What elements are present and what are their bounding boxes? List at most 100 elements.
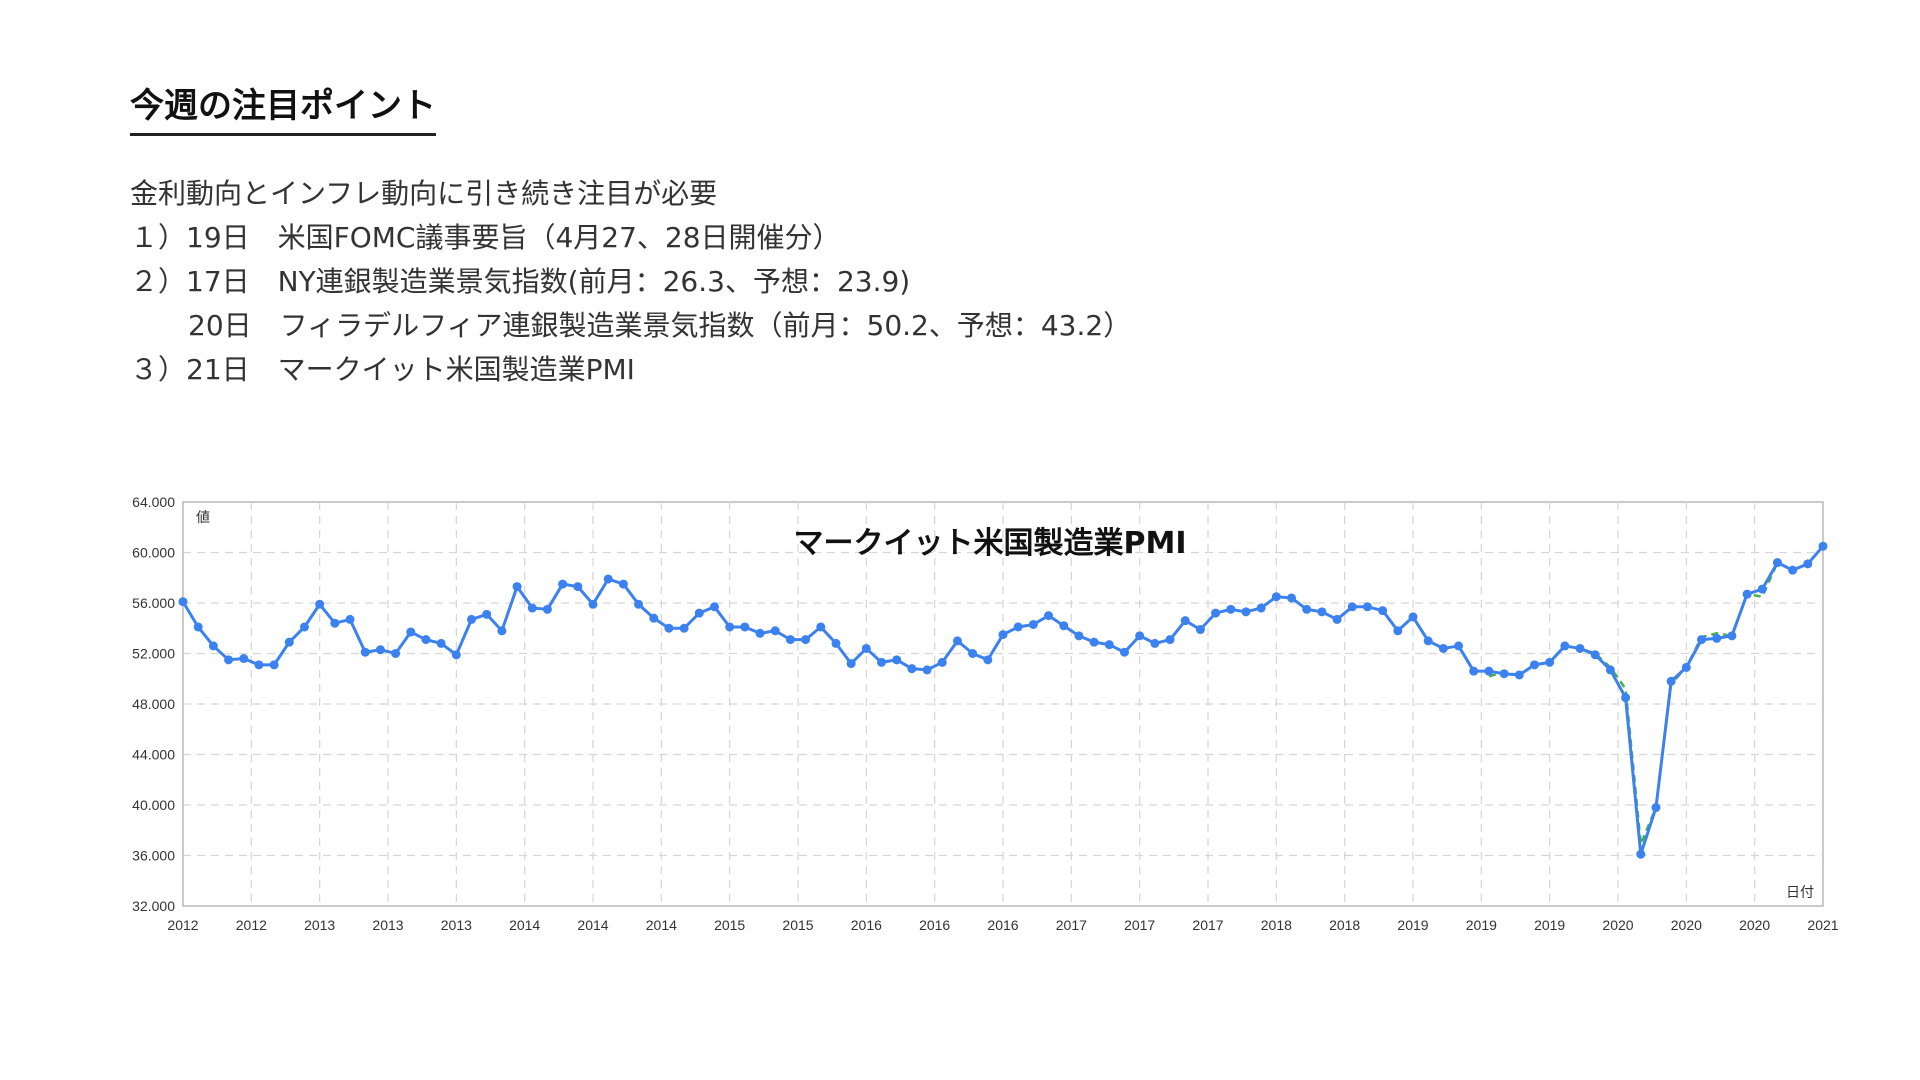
data-point bbox=[1712, 633, 1722, 643]
data-point bbox=[1742, 589, 1752, 599]
data-point bbox=[649, 613, 659, 623]
point-2b: 20日 フィラデルフィア連銀製造業景気指数（前月：50.2、予想：43.2） bbox=[188, 309, 1132, 342]
x-tick-label: 2021 bbox=[1807, 917, 1838, 933]
x-tick-label: 2019 bbox=[1397, 917, 1428, 933]
data-point bbox=[1059, 621, 1069, 631]
data-point bbox=[634, 599, 644, 609]
data-point bbox=[1089, 637, 1099, 647]
y-axis-label: 値 bbox=[196, 510, 210, 526]
data-point bbox=[740, 622, 750, 632]
intro-line: 金利動向とインフレ動向に引き続き注目が必要 bbox=[130, 177, 718, 210]
data-point bbox=[785, 635, 795, 645]
y-tick-label: 44.000 bbox=[132, 747, 175, 763]
data-point bbox=[1044, 611, 1054, 621]
data-point bbox=[816, 622, 826, 632]
data-point bbox=[998, 630, 1008, 640]
data-point bbox=[1347, 602, 1357, 612]
x-tick-label: 2012 bbox=[236, 917, 267, 933]
data-point bbox=[1211, 608, 1221, 618]
x-tick-label: 2016 bbox=[987, 917, 1018, 933]
x-tick-label: 2017 bbox=[1124, 917, 1155, 933]
data-point bbox=[907, 664, 917, 674]
x-tick-label: 2020 bbox=[1602, 917, 1633, 933]
data-point bbox=[1651, 803, 1661, 813]
data-point bbox=[208, 641, 218, 651]
data-point bbox=[467, 614, 477, 624]
x-tick-label: 2012 bbox=[167, 917, 198, 933]
x-tick-label: 2018 bbox=[1261, 917, 1292, 933]
data-point bbox=[1575, 643, 1585, 653]
data-point bbox=[1757, 584, 1767, 594]
data-point bbox=[558, 579, 568, 589]
data-point bbox=[937, 657, 947, 667]
data-point bbox=[1529, 660, 1539, 670]
data-point bbox=[239, 654, 249, 664]
data-point bbox=[968, 649, 978, 658]
data-point bbox=[512, 582, 522, 592]
data-point bbox=[1590, 650, 1600, 660]
data-point bbox=[1438, 643, 1448, 653]
data-point bbox=[406, 627, 416, 637]
data-point bbox=[770, 626, 780, 636]
point-3: ３）21日 マークイット米国製造業PMI bbox=[130, 353, 635, 386]
data-point bbox=[1499, 669, 1509, 679]
data-point bbox=[1681, 662, 1691, 672]
x-tick-label: 2017 bbox=[1192, 917, 1223, 933]
series bbox=[178, 541, 1828, 859]
x-tick-label: 2013 bbox=[372, 917, 403, 933]
data-point bbox=[193, 622, 203, 632]
data-point bbox=[603, 574, 613, 584]
data-point bbox=[1317, 607, 1327, 617]
data-point bbox=[755, 628, 765, 638]
data-point bbox=[1332, 614, 1342, 624]
data-point bbox=[1271, 592, 1281, 602]
data-point bbox=[588, 599, 598, 609]
data-point bbox=[1454, 641, 1464, 651]
chart-title: マークイット米国製造業PMI bbox=[793, 526, 1186, 561]
data-point bbox=[497, 626, 507, 636]
data-point bbox=[1772, 558, 1782, 568]
data-point bbox=[451, 650, 461, 660]
x-tick-label: 2016 bbox=[851, 917, 882, 933]
data-point bbox=[1180, 616, 1190, 626]
data-point bbox=[1803, 559, 1813, 569]
data-point bbox=[178, 597, 188, 607]
data-point bbox=[1226, 604, 1236, 614]
x-tick-label: 2019 bbox=[1534, 917, 1565, 933]
data-point bbox=[892, 655, 902, 665]
data-point bbox=[1605, 665, 1615, 675]
data-point bbox=[1013, 622, 1023, 632]
x-tick-label: 2013 bbox=[304, 917, 335, 933]
page-title: 今週の注目ポイント bbox=[130, 78, 436, 136]
y-tick-label: 36.000 bbox=[132, 848, 175, 864]
data-point bbox=[1150, 638, 1160, 648]
data-point bbox=[1165, 635, 1175, 645]
y-tick-label: 52.000 bbox=[132, 646, 175, 662]
x-tick-label: 2014 bbox=[509, 917, 540, 933]
x-tick-label: 2017 bbox=[1056, 917, 1087, 933]
point-1: １）19日 米国FOMC議事要旨（4月27、28日開催分） bbox=[130, 221, 841, 254]
x-axis-label: 日付 bbox=[1786, 885, 1814, 901]
data-point bbox=[1621, 693, 1631, 703]
x-tick-label: 2019 bbox=[1466, 917, 1497, 933]
data-point bbox=[877, 657, 887, 667]
data-point bbox=[1423, 636, 1433, 646]
x-tick-label: 2020 bbox=[1671, 917, 1702, 933]
data-point bbox=[375, 645, 385, 655]
y-tick-label: 40.000 bbox=[132, 797, 175, 813]
data-point bbox=[679, 623, 689, 633]
y-tick-label: 56.000 bbox=[132, 595, 175, 611]
data-point bbox=[1560, 641, 1570, 651]
data-point bbox=[360, 647, 370, 657]
x-tick-label: 2014 bbox=[646, 917, 677, 933]
data-point bbox=[299, 622, 309, 632]
y-axis-ticks: 64.000 60.000 56.000 52.000 48.000 44.000 40.0… bbox=[132, 494, 175, 914]
data-point bbox=[1119, 647, 1129, 657]
data-point bbox=[1302, 604, 1312, 614]
data-point bbox=[831, 638, 841, 648]
data-point bbox=[922, 665, 932, 675]
data-point bbox=[1469, 666, 1479, 676]
data-point bbox=[846, 659, 856, 669]
